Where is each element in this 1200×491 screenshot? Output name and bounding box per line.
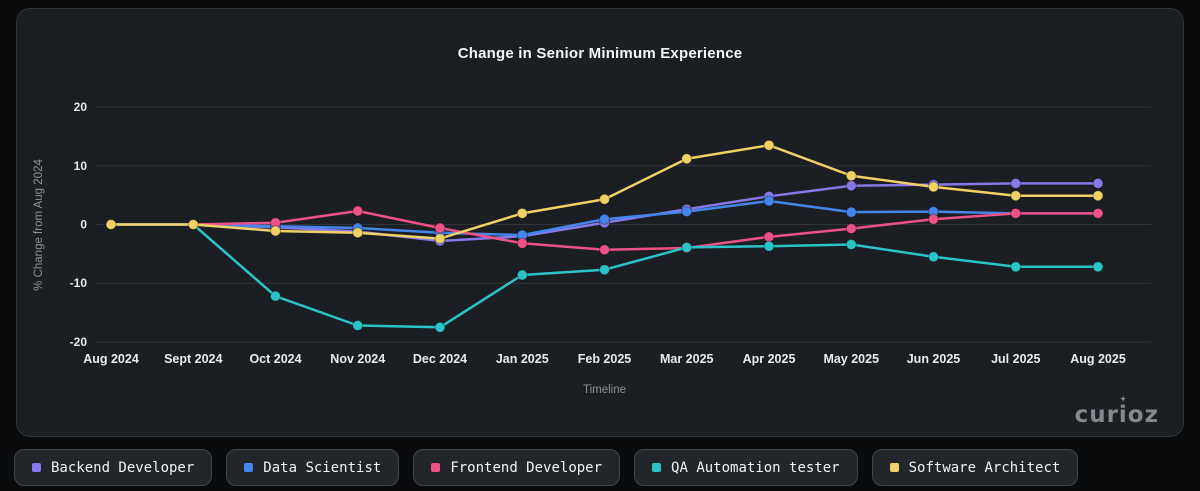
x-tick-label: Aug 2024: [83, 352, 139, 366]
data-point-software-architect[interactable]: [270, 225, 281, 237]
data-point-frontend-developer[interactable]: [763, 231, 775, 243]
data-point-frontend-developer[interactable]: [1092, 207, 1104, 219]
data-point-software-architect[interactable]: [516, 207, 528, 219]
data-point-qa-automation-tester[interactable]: [681, 241, 693, 253]
data-point-qa-automation-tester[interactable]: [516, 269, 528, 281]
data-point-frontend-developer[interactable]: [352, 205, 364, 217]
data-point-software-architect[interactable]: [434, 233, 446, 245]
data-point-qa-automation-tester[interactable]: [928, 251, 939, 263]
data-point-data-scientist[interactable]: [763, 195, 775, 207]
data-point-software-architect[interactable]: [105, 219, 117, 230]
x-tick-label: Dec 2024: [413, 352, 467, 366]
x-tick-label: Sept 2024: [164, 352, 222, 366]
legend-item-qa-automation-tester[interactable]: QA Automation tester: [634, 449, 858, 486]
x-axis-title: Timeline: [583, 384, 626, 396]
x-tick-label: Jan 2025: [496, 352, 549, 366]
y-axis-title: % Change from Aug 2024: [33, 159, 45, 291]
legend-item-backend-developer[interactable]: Backend Developer: [14, 449, 213, 486]
data-point-qa-automation-tester[interactable]: [352, 319, 364, 331]
x-tick-label: Nov 2024: [330, 352, 385, 366]
legend-swatch: [431, 463, 441, 472]
data-point-qa-automation-tester[interactable]: [1010, 261, 1022, 273]
data-point-qa-automation-tester[interactable]: [270, 290, 281, 302]
data-point-frontend-developer[interactable]: [434, 222, 446, 234]
chart-title: Change in Senior Minimum Experience: [457, 45, 743, 62]
data-point-software-architect[interactable]: [187, 219, 199, 230]
data-point-qa-automation-tester[interactable]: [763, 240, 775, 252]
x-tick-label: Apr 2025: [743, 352, 796, 366]
data-point-software-architect[interactable]: [1092, 190, 1104, 202]
data-point-backend-developer[interactable]: [845, 180, 857, 192]
data-point-qa-automation-tester[interactable]: [1092, 261, 1104, 273]
y-tick-label: -10: [70, 276, 88, 290]
data-point-qa-automation-tester[interactable]: [845, 238, 857, 250]
data-point-qa-automation-tester[interactable]: [599, 264, 610, 276]
brand-logo-text: curioz: [1074, 402, 1159, 428]
chart-canvas[interactable]: 20 10 0 -10 -20 Aug 2024 Sept 2024 Oct 2024 Nov …: [17, 9, 1185, 438]
data-point-software-architect[interactable]: [599, 193, 610, 205]
y-tick-label: 0: [80, 218, 87, 232]
data-point-software-architect[interactable]: [763, 139, 775, 151]
legend-label: Data Scientist: [263, 459, 382, 476]
legend-label: QA Automation tester: [671, 459, 840, 476]
x-tick-label: Oct 2024: [249, 352, 301, 366]
data-point-frontend-developer[interactable]: [1010, 207, 1022, 219]
legend-swatch: [652, 463, 662, 472]
legend-item-software-architect[interactable]: Software Architect: [871, 449, 1079, 486]
x-tick-label: Mar 2025: [660, 352, 714, 366]
legend-item-data-scientist[interactable]: Data Scientist: [226, 449, 400, 486]
data-point-software-architect[interactable]: [681, 153, 693, 165]
legend-swatch: [32, 463, 41, 472]
data-point-frontend-developer[interactable]: [516, 237, 528, 249]
data-point-backend-developer[interactable]: [1010, 177, 1022, 189]
x-tick-label: Jul 2025: [991, 352, 1040, 366]
legend-label: Software Architect: [908, 459, 1061, 476]
data-point-backend-developer[interactable]: [1092, 177, 1104, 189]
x-tick-label: Aug 2025: [1070, 352, 1126, 366]
chart-card: Change in Senior Minimum Experience 20 10…: [16, 8, 1184, 437]
series-line-qa-automation-tester[interactable]: [109, 223, 1100, 329]
data-point-software-architect[interactable]: [928, 181, 939, 193]
y-tick-label: 10: [74, 159, 88, 173]
data-point-frontend-developer[interactable]: [599, 244, 610, 256]
data-point-software-architect[interactable]: [352, 227, 364, 239]
legend-label: Frontend Developer: [450, 459, 603, 476]
data-point-data-scientist[interactable]: [845, 206, 857, 218]
sparkle-icon: ✦: [1119, 395, 1128, 405]
x-tick-label: Jun 2025: [907, 352, 961, 366]
data-point-data-scientist[interactable]: [681, 206, 693, 218]
data-point-frontend-developer[interactable]: [928, 213, 939, 225]
y-tick-label: -20: [70, 335, 88, 349]
x-tick-label: Feb 2025: [578, 352, 632, 366]
legend: Backend Developer Data Scientist Frontend …: [0, 449, 1200, 486]
x-tick-label: May 2025: [823, 352, 879, 366]
data-point-data-scientist[interactable]: [599, 213, 610, 225]
legend-swatch: [244, 463, 254, 472]
legend-item-frontend-developer[interactable]: Frontend Developer: [413, 449, 621, 486]
brand-logo: curioz ✦: [1074, 395, 1159, 428]
data-point-frontend-developer[interactable]: [845, 223, 857, 235]
data-point-qa-automation-tester[interactable]: [434, 321, 446, 333]
data-point-software-architect[interactable]: [845, 170, 857, 182]
legend-swatch: [889, 463, 899, 472]
data-point-software-architect[interactable]: [1010, 190, 1022, 202]
y-tick-label: 20: [74, 100, 88, 114]
legend-label: Backend Developer: [51, 459, 195, 476]
